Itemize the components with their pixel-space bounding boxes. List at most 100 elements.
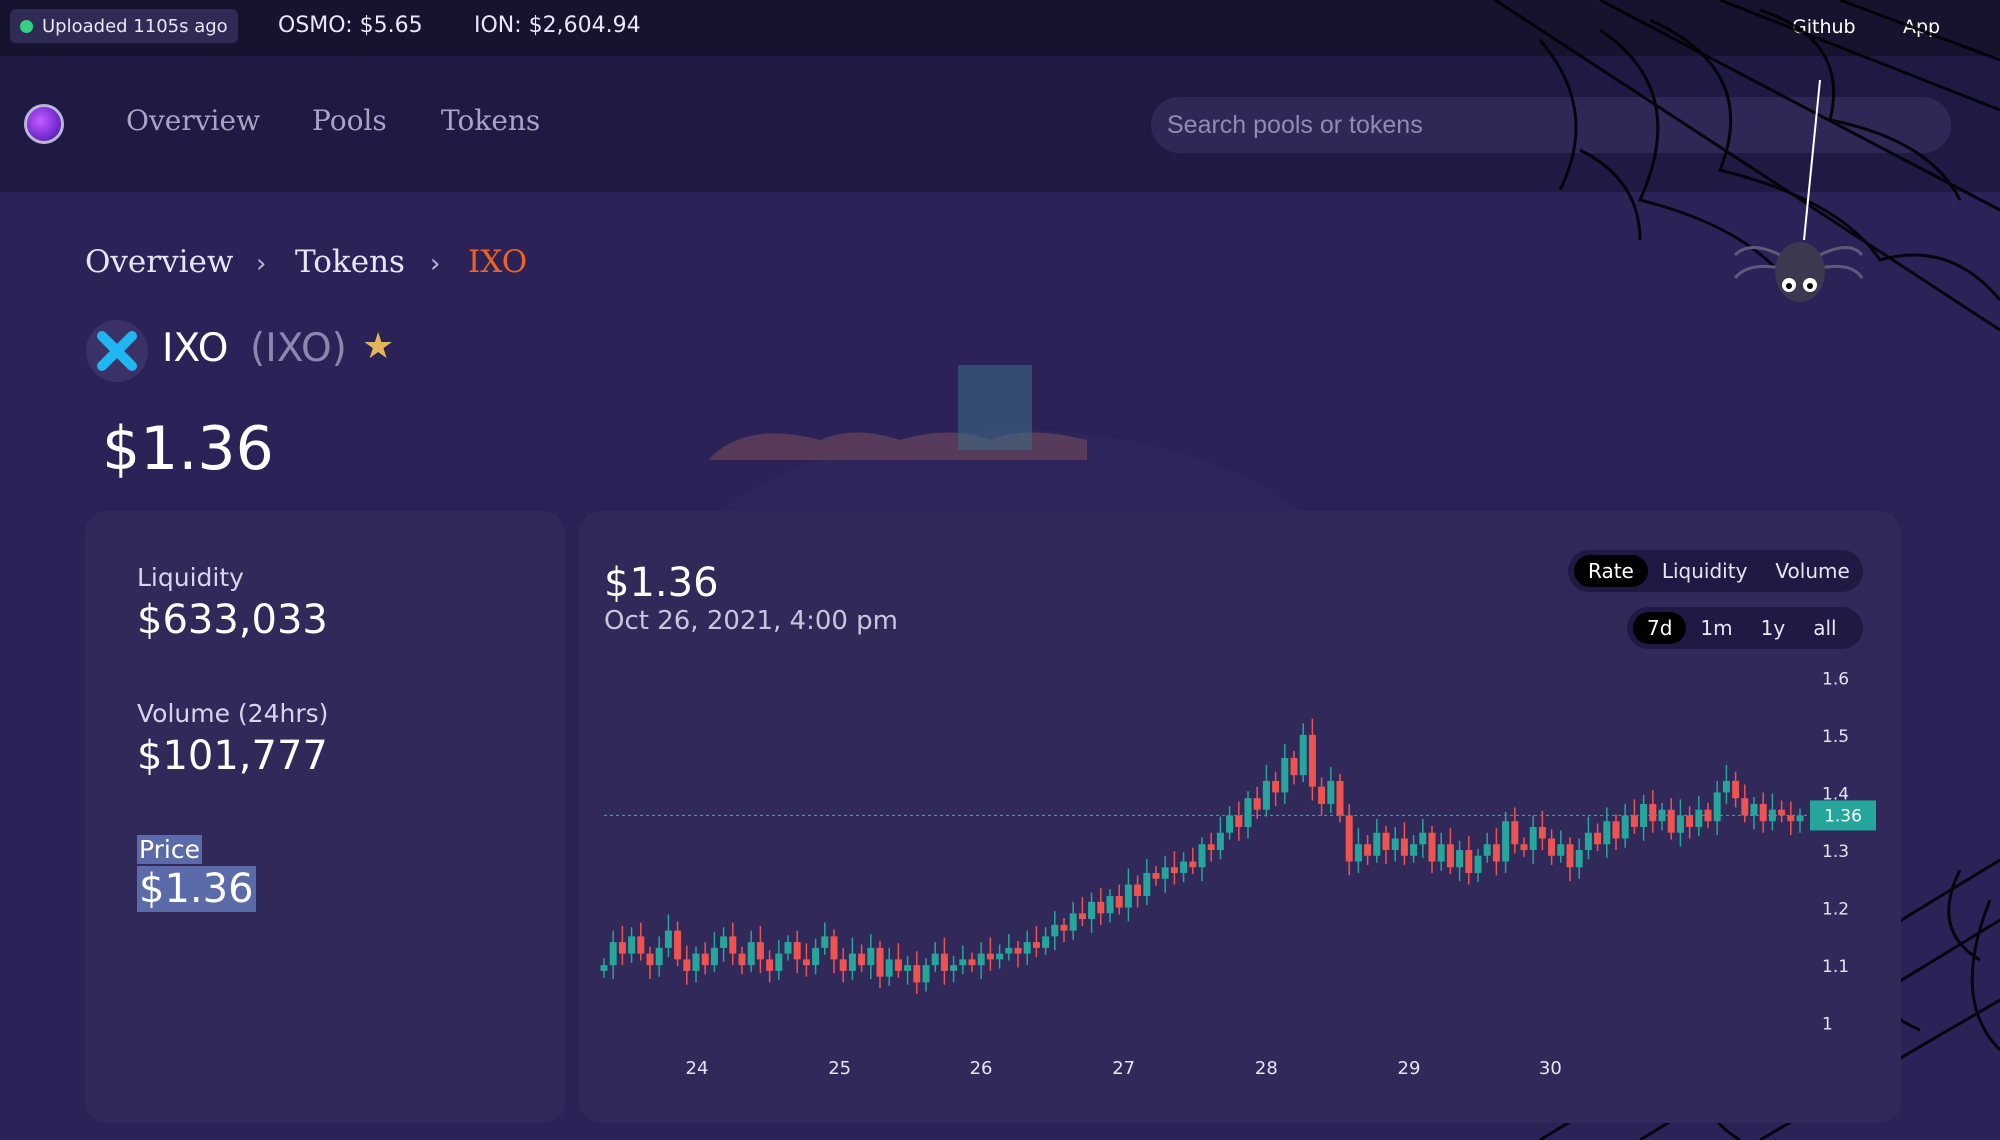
candle-body <box>1235 815 1243 827</box>
price-value: $1.36 <box>137 866 256 912</box>
candle-body <box>1410 844 1418 856</box>
candle-body <box>1382 832 1390 850</box>
ion-price-ticker: ION: $2,604.94 <box>474 13 641 38</box>
candle-body <box>784 942 792 954</box>
candle-body <box>1722 780 1730 793</box>
breadcrumb-tokens[interactable]: Tokens <box>295 244 405 280</box>
chart-range-tabs: 7d 1m 1y all <box>1627 607 1863 649</box>
tab-1m[interactable]: 1m <box>1700 616 1733 640</box>
candle-body <box>1364 844 1372 856</box>
liquidity-label: Liquidity <box>137 563 244 592</box>
candle-body <box>931 953 939 966</box>
candle-body <box>894 959 902 971</box>
candle-body <box>1612 821 1620 839</box>
candle-body <box>701 953 709 966</box>
tab-volume[interactable]: Volume <box>1775 559 1850 583</box>
candle-body <box>1198 844 1206 868</box>
tab-7d[interactable]: 7d <box>1633 612 1687 644</box>
candle-body <box>1446 844 1454 868</box>
candle-body <box>839 959 847 971</box>
y-tick-label: 1.5 <box>1822 727 1849 747</box>
candle-body <box>1676 815 1684 833</box>
candle-body <box>738 953 746 966</box>
candle-body <box>1437 844 1445 862</box>
candle-body <box>1023 942 1031 954</box>
liquidity-value: $633,033 <box>137 597 328 643</box>
candle-body <box>1069 913 1077 931</box>
y-tick-label: 1.6 <box>1822 669 1849 689</box>
tab-rate[interactable]: Rate <box>1574 555 1648 587</box>
candle-body <box>1695 809 1703 827</box>
candle-body <box>867 947 875 966</box>
candle-body <box>1216 832 1224 850</box>
candle-body <box>1262 780 1270 810</box>
status-dot-icon <box>20 19 33 33</box>
candle-body <box>775 953 783 971</box>
candle-body <box>674 930 682 960</box>
candle-body <box>729 936 737 954</box>
candle-body <box>1566 844 1574 868</box>
candle-body <box>1097 901 1105 914</box>
current-price-tag-label: 1.36 <box>1824 806 1862 826</box>
candle-body <box>996 953 1004 960</box>
favorite-star-icon[interactable]: ★ <box>362 326 395 367</box>
candle-body <box>1005 947 1013 954</box>
candle-body <box>1318 786 1326 804</box>
candle-body <box>1078 913 1086 920</box>
osmosis-logo-icon[interactable] <box>24 104 64 144</box>
volume-value: $101,777 <box>137 733 328 779</box>
candle-body <box>1502 821 1510 862</box>
x-tick-label: 30 <box>1539 1058 1562 1079</box>
candle-body <box>1115 896 1123 908</box>
candle-body <box>1649 803 1657 822</box>
token-symbol: (IXO) <box>250 326 347 371</box>
breadcrumb-overview[interactable]: Overview <box>85 244 234 280</box>
candle-body <box>628 936 636 954</box>
nav-item-overview[interactable]: Overview <box>126 104 261 137</box>
candle-body <box>720 936 728 948</box>
y-tick-label: 1 <box>1822 1015 1833 1035</box>
candle-body <box>1272 780 1280 793</box>
candle-body <box>609 942 617 966</box>
candle-body <box>1299 734 1307 776</box>
candle-body <box>821 936 829 948</box>
candle-body <box>950 965 958 971</box>
candle-body <box>1189 861 1197 868</box>
upload-status-badge: Uploaded 1105s ago <box>10 9 238 43</box>
candle-body <box>1134 884 1142 897</box>
candle-body <box>1713 792 1721 822</box>
candle-body <box>1226 815 1234 833</box>
candle-body <box>1281 757 1289 793</box>
candle-body <box>1759 803 1767 822</box>
candle-body <box>1290 757 1298 776</box>
candle-body <box>756 942 764 960</box>
y-tick-label: 1.4 <box>1822 784 1849 804</box>
candle-body <box>1253 798 1261 810</box>
candle-body <box>793 942 801 960</box>
ixo-x-logo-icon <box>97 331 137 371</box>
token-stats-card <box>85 511 565 1123</box>
candle-body <box>655 947 663 966</box>
tab-1y[interactable]: 1y <box>1760 616 1786 640</box>
tab-all[interactable]: all <box>1813 616 1837 640</box>
nav-item-tokens[interactable]: Tokens <box>441 104 541 137</box>
candle-body <box>766 959 774 971</box>
tab-liquidity[interactable]: Liquidity <box>1661 559 1748 583</box>
y-tick-label: 1.3 <box>1822 842 1849 862</box>
candle-body <box>1042 936 1050 948</box>
candle-body <box>1391 838 1399 850</box>
breadcrumb-chevron-icon: › <box>430 249 441 279</box>
x-tick-label: 26 <box>970 1058 993 1079</box>
nav-item-pools[interactable]: Pools <box>312 104 387 137</box>
candle-body <box>664 930 672 948</box>
candle-body <box>885 959 893 977</box>
candle-body <box>1180 861 1188 874</box>
x-tick-label: 29 <box>1398 1058 1421 1079</box>
candle-body <box>922 965 930 983</box>
candle-body <box>1465 850 1473 874</box>
candle-body <box>1557 844 1565 856</box>
chart-hover-price: $1.36 <box>604 560 719 606</box>
candle-body <box>637 936 645 954</box>
candle-body <box>1796 815 1804 822</box>
